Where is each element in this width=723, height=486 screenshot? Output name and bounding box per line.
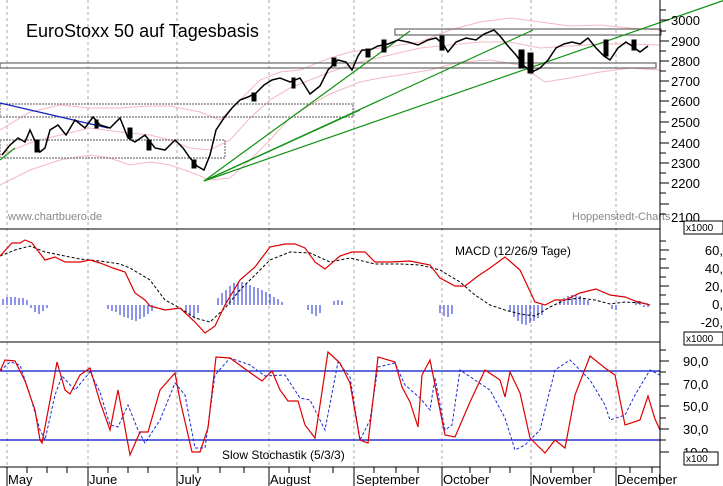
price-unit-box — [683, 220, 723, 235]
price-tick-2800: 2800 — [671, 54, 700, 69]
macd-line — [0, 239, 651, 334]
stochastic-panel: Slow Stochastik (5/3/3) — [0, 350, 661, 462]
month-label-october: October — [443, 472, 490, 486]
price-tick-2900: 2900 — [671, 34, 700, 49]
macd-title: MACD (12/26/9 Tage) — [455, 244, 571, 258]
price-tick-2500: 2500 — [671, 115, 700, 130]
macd-unit-box — [683, 331, 723, 346]
month-label-december: December — [617, 472, 678, 486]
price-tick-2300: 2300 — [671, 156, 700, 171]
price-tick-2200: 2200 — [671, 176, 700, 191]
stoch-tick-50: 50,0 — [683, 399, 708, 414]
macd-tick-0: 0, — [712, 297, 723, 312]
month-label-june: June — [89, 472, 117, 486]
macd-axis-labels: 60, 40, 20, 0, -20, — [701, 243, 723, 330]
stoch-title: Slow Stochastik (5/3/3) — [222, 448, 345, 462]
macd-unit-label: x1000 — [686, 334, 714, 345]
stoch-axis-labels: 90,0 70,0 50,0 30,0 10,0 — [683, 354, 708, 460]
price-tick-3000: 3000 — [671, 13, 700, 28]
unit-badges: x1000 x1000 x100 — [683, 220, 723, 466]
price-panel: EuroStoxx 50 auf Tagesbasis www.chartbue… — [0, 0, 723, 223]
stoch-unit-label: x100 — [686, 454, 708, 465]
macd-panel: MACD (12/26/9 Tage) — [0, 239, 651, 334]
chart-title: EuroStoxx 50 auf Tagesbasis — [26, 21, 259, 41]
macd-signal-line — [0, 245, 649, 323]
month-label-september: September — [356, 472, 420, 486]
downtrend-line — [0, 102, 109, 129]
uptrend-fan — [0, 0, 723, 182]
stoch-tick-70: 70,0 — [683, 377, 708, 392]
month-label-may: May — [8, 472, 33, 486]
macd-tick-60: 60, — [705, 243, 723, 258]
macd-tick-minus20: -20, — [701, 315, 723, 330]
price-unit-label: x1000 — [686, 223, 714, 234]
macd-histogram — [2, 282, 649, 325]
price-axis-labels: 3000 2900 2800 2700 2600 2500 2400 2300 … — [671, 13, 700, 225]
month-label-august: August — [270, 472, 311, 486]
price-tick-2600: 2600 — [671, 94, 700, 109]
watermark-chartbuero: www.chartbuero.de — [7, 211, 102, 223]
stoch-tick-30: 30,0 — [683, 422, 708, 437]
watermark-hoppenstedt: Hoppenstedt-Charts — [572, 211, 671, 223]
macd-tick-20: 20, — [705, 279, 723, 294]
stoch-k-line — [0, 350, 661, 458]
bollinger-bands — [0, 17, 661, 186]
support-resistance-boxes — [0, 28, 662, 159]
month-label-november: November — [532, 472, 593, 486]
month-label-july: July — [178, 472, 202, 486]
support-box — [0, 62, 657, 69]
resistance-box — [394, 28, 662, 36]
right-axis-ticks — [660, 9, 669, 453]
price-tick-2400: 2400 — [671, 136, 700, 151]
stoch-tick-90: 90,0 — [683, 354, 708, 369]
price-tick-2700: 2700 — [671, 74, 700, 89]
macd-tick-40: 40, — [705, 261, 723, 276]
x-axis-ticks — [6, 467, 653, 486]
month-gridlines — [6, 0, 617, 470]
candlesticks — [1, 29, 649, 172]
stoch-unit-box — [683, 451, 719, 466]
stoch-d-line — [0, 357, 661, 451]
x-axis-month-labels: May June July August September October N… — [8, 472, 678, 486]
lower-range-box — [0, 139, 226, 159]
